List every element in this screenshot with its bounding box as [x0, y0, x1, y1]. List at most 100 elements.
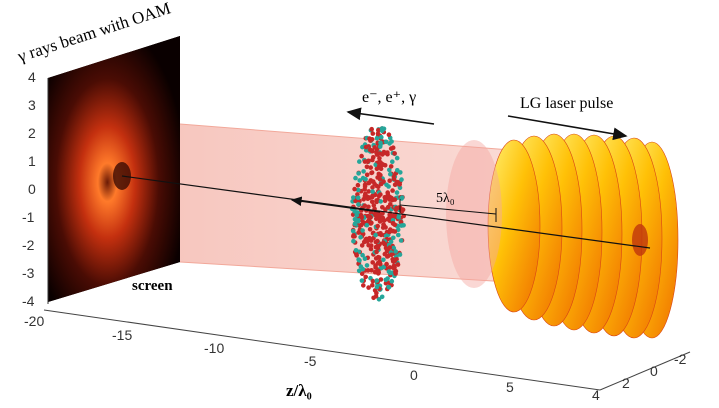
- particle: [401, 223, 406, 228]
- particle: [378, 172, 383, 178]
- particle: [385, 216, 391, 222]
- particle: [353, 248, 359, 253]
- particle: [350, 228, 356, 234]
- particle: [383, 277, 389, 283]
- particle: [392, 265, 397, 270]
- particle: [365, 159, 371, 165]
- particle: [374, 284, 380, 290]
- particle: [370, 283, 375, 288]
- particle: [352, 186, 357, 192]
- particle: [364, 222, 370, 228]
- particle: [363, 274, 369, 280]
- particle: [389, 195, 394, 201]
- particle: [367, 227, 373, 232]
- particle: [378, 140, 383, 146]
- z-axis: -20 -15 -10 -5 0 5: [24, 309, 601, 395]
- particle: [377, 177, 383, 182]
- particle: [360, 175, 366, 181]
- particle: [396, 214, 402, 220]
- particle: [368, 178, 374, 183]
- particle: [351, 238, 356, 244]
- particle: [370, 278, 376, 284]
- particle: [361, 283, 366, 288]
- particle: [355, 195, 361, 201]
- particle: [362, 203, 368, 208]
- particle: [391, 245, 396, 251]
- particle: [390, 159, 395, 164]
- ztick: 0: [410, 367, 418, 383]
- particle: [400, 207, 406, 212]
- particle: [362, 256, 368, 262]
- particle: [369, 148, 375, 153]
- particle: [376, 164, 382, 169]
- particle: [364, 263, 370, 268]
- particle: [376, 297, 382, 302]
- particle: [373, 232, 378, 238]
- particle: [381, 264, 387, 270]
- particle: [387, 229, 393, 235]
- vtick: 4: [28, 69, 36, 85]
- particle: [353, 175, 358, 181]
- particle: [351, 195, 356, 200]
- particle: [374, 198, 379, 203]
- particle: [352, 221, 358, 227]
- particle: [394, 190, 400, 195]
- particle: [377, 144, 383, 149]
- particle: [367, 136, 372, 141]
- particle: [389, 139, 394, 144]
- particle: [380, 152, 385, 157]
- particle: [395, 262, 401, 267]
- particle: [388, 164, 394, 169]
- particle: [387, 167, 392, 173]
- particle: [376, 193, 382, 199]
- particle: [392, 151, 397, 156]
- particle: [393, 249, 399, 254]
- screen-panel: [48, 36, 180, 302]
- particle: [390, 145, 396, 150]
- particle: [371, 203, 377, 208]
- screen-label: screen: [132, 278, 173, 294]
- particle: [374, 249, 379, 255]
- particle: [366, 243, 371, 248]
- particle: [359, 243, 365, 248]
- particle: [370, 189, 375, 194]
- particle: [372, 181, 377, 187]
- particle: [390, 188, 395, 193]
- vtick: 0: [28, 181, 36, 197]
- particle: [360, 252, 365, 258]
- particle: [382, 218, 387, 223]
- particle: [382, 241, 388, 247]
- particle: [391, 221, 396, 226]
- particle: [351, 232, 357, 238]
- laser-direction-arrow: [507, 115, 628, 141]
- particle: [375, 238, 380, 244]
- particle: [387, 245, 393, 250]
- particle: [378, 231, 383, 236]
- particle: [354, 212, 360, 218]
- particle: [356, 230, 361, 235]
- particle: [397, 185, 403, 191]
- particle-cloud: [349, 126, 407, 302]
- particle: [356, 268, 362, 274]
- particle: [360, 266, 366, 272]
- particle: [368, 246, 374, 252]
- depth-axis: 4 2 0 -2: [592, 351, 691, 403]
- particle: [388, 171, 393, 177]
- particle: [395, 168, 400, 173]
- particle: [355, 187, 361, 193]
- particle: [375, 223, 381, 229]
- particle: [378, 277, 384, 282]
- particle: [357, 178, 363, 183]
- particle: [386, 132, 392, 137]
- lg-laser-pulse: [487, 133, 679, 339]
- particle: [383, 245, 389, 251]
- dtick: 4: [592, 387, 600, 403]
- particle: [383, 139, 389, 145]
- particle: [353, 198, 358, 204]
- vtick: -1: [22, 209, 35, 225]
- particle: [379, 134, 384, 140]
- particle: [370, 260, 376, 265]
- propagation-axis: [121, 175, 651, 249]
- particle: [386, 269, 392, 274]
